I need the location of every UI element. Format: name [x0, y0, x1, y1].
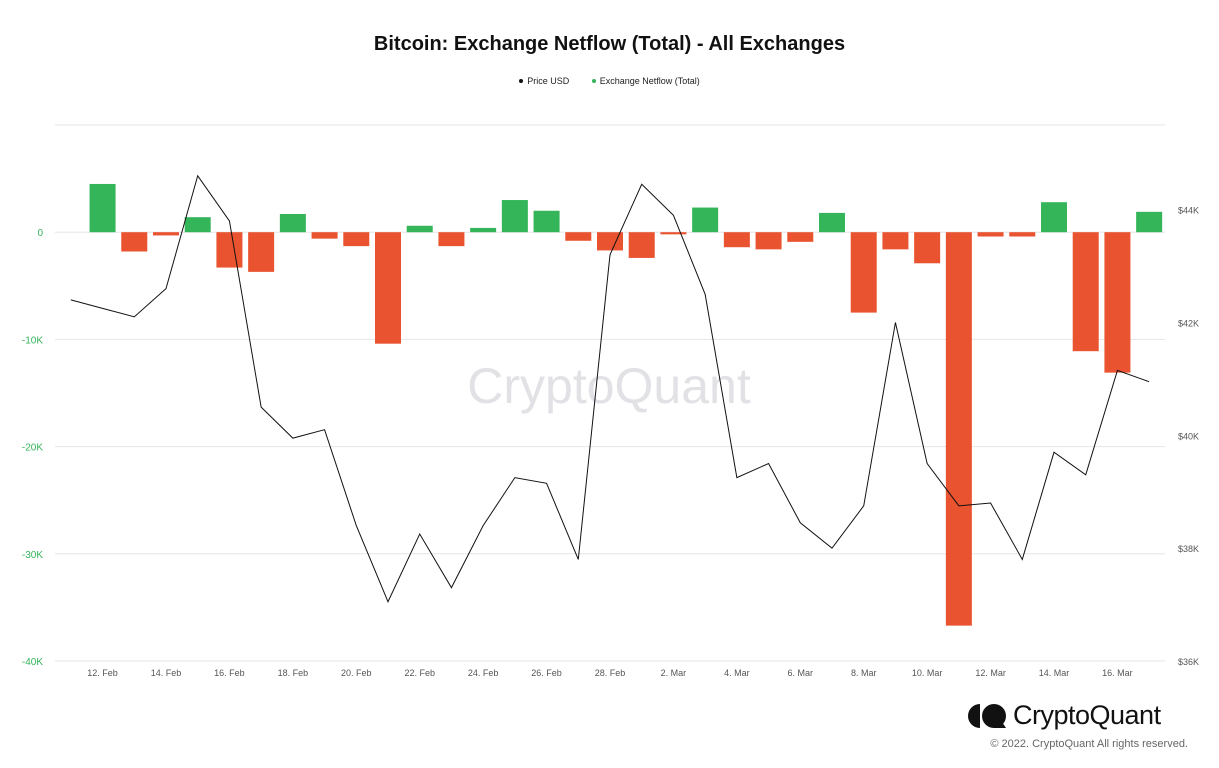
netflow-bar[interactable]	[501, 200, 528, 233]
netflow-bar[interactable]	[216, 232, 243, 268]
x-tick-label: 16. Feb	[214, 668, 245, 678]
left-tick-label: -20K	[22, 443, 43, 454]
legend-label-netflow: Exchange Netflow (Total)	[599, 76, 700, 86]
x-tick-label: 24. Feb	[468, 668, 499, 678]
netflow-bar[interactable]	[977, 232, 1004, 237]
price-line-path[interactable]	[70, 174, 1150, 603]
netflow-bar[interactable]	[1040, 202, 1068, 233]
chart-title: Bitcoin: Exchange Netflow (Total) - All …	[373, 33, 846, 55]
x-tick-label: 14. Mar	[1039, 668, 1070, 678]
cryptoquant-logo-icon	[968, 704, 1006, 728]
netflow-bar[interactable]	[1072, 232, 1099, 352]
x-tick-label: 12. Mar	[975, 668, 1006, 678]
netflow-bar[interactable]	[406, 225, 433, 233]
legend-item-netflow[interactable]: Exchange Netflow (Total)	[591, 76, 700, 86]
netflow-bar[interactable]	[818, 212, 846, 233]
left-tick-label: 0	[37, 228, 43, 239]
netflow-bar[interactable]	[279, 213, 306, 233]
x-tick-label: 2. Mar	[661, 668, 687, 678]
netflow-bar[interactable]	[723, 232, 750, 248]
legend-marker-netflow	[591, 78, 596, 83]
netflow-bar[interactable]	[89, 183, 116, 233]
x-tick-label: 26. Feb	[531, 668, 562, 678]
x-axis: 12. Feb 14. Feb 16. Feb 18. Feb 20. Feb 22. F…	[87, 668, 1132, 678]
x-tick-label: 28. Feb	[595, 668, 626, 678]
right-tick-label: $44K	[1178, 206, 1199, 216]
right-tick-label: $42K	[1178, 318, 1199, 328]
netflow-bar[interactable]	[628, 232, 655, 258]
netflow-bar[interactable]	[438, 232, 465, 247]
netflow-bar[interactable]	[1136, 211, 1163, 233]
brand-name: CryptoQuant	[1013, 700, 1161, 730]
x-tick-label: 10. Mar	[912, 668, 943, 678]
netflow-bar[interactable]	[914, 232, 941, 264]
x-tick-label: 8. Mar	[851, 668, 877, 678]
netflow-bar[interactable]	[533, 210, 560, 233]
x-tick-label: 12. Feb	[87, 668, 118, 678]
netflow-bar[interactable]	[248, 232, 275, 272]
netflow-bar[interactable]	[1009, 232, 1036, 237]
price-line	[70, 174, 1150, 603]
legend-label-price: Price USD	[527, 76, 570, 86]
right-tick-label: $40K	[1178, 431, 1199, 441]
netflow-bar[interactable]	[882, 232, 909, 250]
x-tick-label: 20. Feb	[341, 668, 372, 678]
legend: Price USD Exchange Netflow (Total)	[0, 76, 1219, 86]
watermark: CryptoQuant	[467, 358, 751, 414]
netflow-bar[interactable]	[755, 232, 782, 250]
copyright-notice: © 2022. CryptoQuant All rights reserved.	[990, 738, 1188, 750]
netflow-bar[interactable]	[596, 232, 624, 251]
netflow-bar[interactable]	[311, 232, 338, 239]
netflow-bar[interactable]	[565, 232, 592, 241]
netflow-bar[interactable]	[184, 217, 211, 233]
netflow-bar[interactable]	[692, 207, 719, 233]
legend-item-price[interactable]: Price USD	[519, 76, 569, 86]
left-tick-label: -40K	[22, 657, 43, 668]
netflow-bar[interactable]	[374, 232, 402, 344]
netflow-bar[interactable]	[152, 232, 180, 236]
x-tick-label: 4. Mar	[724, 668, 750, 678]
x-tick-label: 18. Feb	[278, 668, 309, 678]
left-axis: 0 -10K -20K -30K -40K	[22, 228, 44, 668]
x-tick-label: 14. Feb	[151, 668, 182, 678]
netflow-bar[interactable]	[343, 232, 370, 247]
netflow-bar[interactable]	[1104, 232, 1131, 373]
x-tick-label: 22. Feb	[404, 668, 435, 678]
netflow-bar[interactable]	[850, 232, 877, 313]
netflow-bars	[89, 183, 1163, 626]
right-tick-label: $38K	[1178, 544, 1199, 554]
x-tick-label: 16. Mar	[1102, 668, 1133, 678]
netflow-bar[interactable]	[787, 232, 814, 242]
right-tick-label: $36K	[1178, 657, 1199, 667]
right-axis: $44K $42K $40K $38K $36K	[1178, 206, 1199, 667]
netflow-bar[interactable]	[121, 232, 148, 252]
netflow-bar[interactable]	[470, 227, 497, 233]
netflow-bar[interactable]	[945, 232, 972, 626]
legend-marker-price	[519, 78, 524, 83]
left-tick-label: -30K	[22, 550, 43, 561]
x-tick-label: 6. Mar	[788, 668, 814, 678]
left-tick-label: -10K	[22, 335, 43, 346]
netflow-bar[interactable]	[660, 232, 687, 235]
